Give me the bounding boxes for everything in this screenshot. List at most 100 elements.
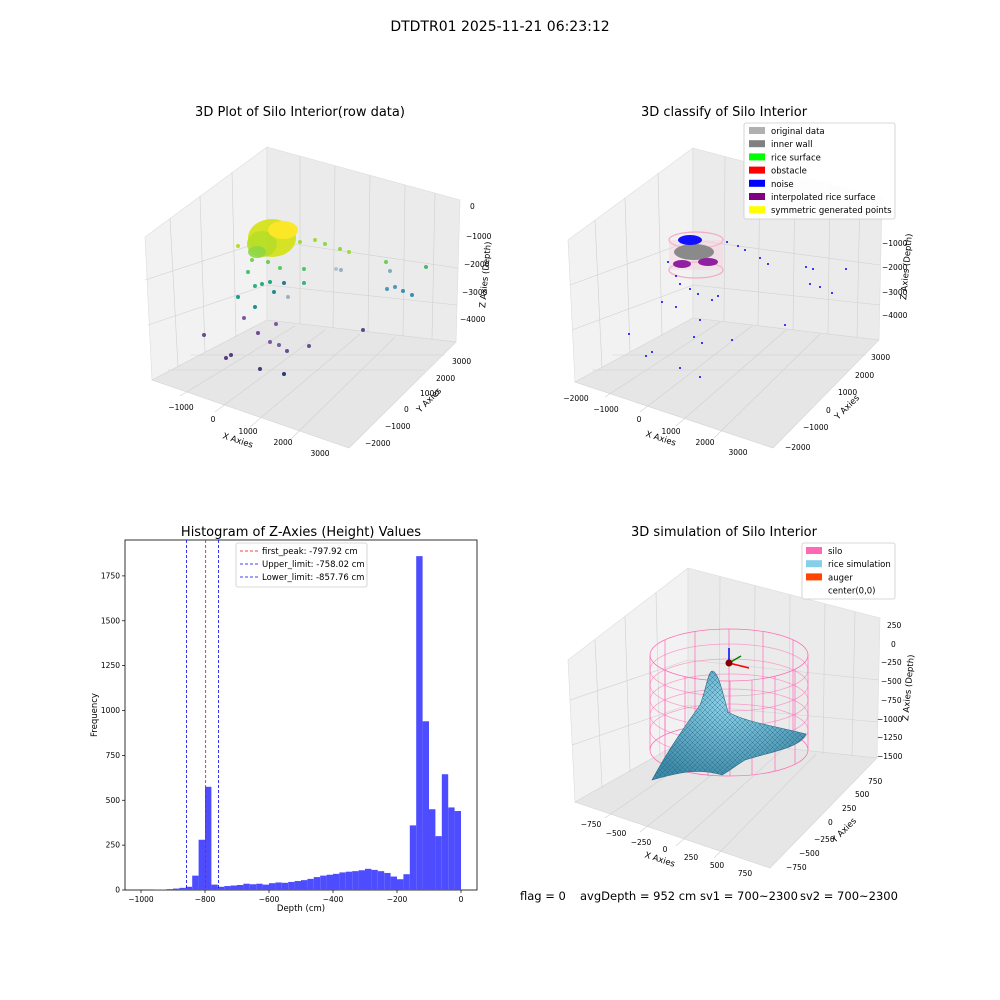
histogram-bar (237, 884, 244, 890)
histogram-vlines (186, 540, 219, 890)
histogram-bar (185, 886, 193, 890)
histogram-bar (217, 886, 225, 890)
raw-y-tick: −1000 (385, 422, 411, 431)
histogram-bar (448, 807, 455, 890)
classify-3d-title: 3D classify of Silo Interior (641, 105, 808, 120)
histogram-bar (429, 809, 436, 890)
simulation-y-tick: 750 (868, 777, 883, 786)
histogram-bars (153, 556, 461, 890)
raw-scatter-points (202, 238, 428, 376)
classify-legend-label: symmetric generated points (771, 206, 892, 216)
classify-x-tick: −1000 (593, 405, 619, 414)
classify-legend-swatch (749, 193, 765, 200)
histogram-bar (352, 871, 359, 890)
histogram-y-tick-label: 0 (115, 886, 120, 895)
histogram-bar (345, 871, 353, 890)
histogram-y-tick-label: 750 (106, 751, 121, 760)
classify-x-tick: 3000 (728, 448, 747, 457)
simulation-legend-swatch (806, 547, 822, 554)
histogram-bar (435, 836, 442, 890)
histogram-bar (320, 875, 327, 890)
simulation-legend: silo rice simulation auger center(0,0) (806, 547, 891, 597)
status-flag: flag = 0 (520, 889, 566, 903)
histogram-legend-box (235, 542, 368, 588)
histogram-bar (409, 825, 417, 890)
histogram-bar (269, 883, 276, 890)
histogram-bar (313, 877, 321, 890)
histogram-bar (377, 871, 385, 890)
histogram-legend-label: Upper_limit: -758.02 cm (262, 560, 365, 570)
histogram-x-label: Depth (cm) (277, 904, 325, 914)
classify-noise-points (628, 241, 847, 378)
histogram-x-tick-label: −200 (387, 895, 408, 904)
histogram-bar (390, 876, 397, 890)
histogram-bar (358, 870, 365, 890)
simulation-x-tick: −250 (631, 838, 652, 847)
histogram-x-ticks: −1000 −800 −600 −400 −200 0 (128, 890, 464, 904)
simulation-z-tick: 250 (887, 621, 902, 630)
histogram-bar (173, 888, 180, 890)
histogram-x-tick-label: −1000 (128, 895, 154, 904)
histogram-y-tick-label: 250 (106, 841, 121, 850)
rice-simulation-surface (651, 670, 807, 781)
status-avg-depth: avgDepth = 952 cm (580, 889, 696, 903)
histogram-bar (256, 883, 263, 890)
simulation-legend-box (801, 542, 896, 600)
simulation-y-label: Y Axies (829, 816, 859, 846)
raw-x-tick: 3000 (310, 449, 329, 458)
raw-3d-title: 3D Plot of Silo Interior(row data) (195, 105, 405, 120)
histogram-bar (422, 721, 429, 890)
classify-legend-label: rice surface (771, 153, 821, 163)
histogram-y-label: Frequency (90, 693, 100, 737)
raw-y-tick: 3000 (452, 357, 471, 366)
histogram-bar (371, 869, 378, 890)
classify-x-tick: 0 (637, 415, 642, 424)
raw-x-tick: 2000 (273, 438, 292, 447)
histogram-bar (326, 874, 333, 890)
classify-z-tick: −4000 (882, 311, 908, 320)
histogram-bar (243, 883, 250, 890)
histogram-bar (249, 884, 257, 890)
histogram-bar (365, 868, 372, 890)
simulation-x-tick: −500 (606, 829, 627, 838)
classify-y-tick: −2000 (785, 443, 811, 452)
simulation-y-tick: −750 (786, 863, 807, 872)
histogram-bar (211, 884, 218, 890)
histogram-bar (294, 881, 301, 890)
simulation-legend-swatch (806, 573, 822, 581)
histogram-bar (441, 774, 449, 890)
classify-legend-label: interpolated rice surface (771, 193, 876, 203)
histogram-title: Histogram of Z-Axies (Height) Values (181, 525, 421, 540)
simulation-legend-swatch (806, 586, 822, 594)
histogram-legend-label: Lower_limit: -857.76 cm (262, 573, 364, 583)
classify-legend-swatch (749, 166, 765, 174)
classify-z-tick: −1000 (882, 239, 908, 248)
histogram-y-tick-label: 1500 (101, 616, 120, 625)
simulation-x-tick: −750 (581, 820, 602, 829)
simulation-z-tick: −500 (881, 677, 902, 686)
panel-simulation-3d: 3D simulation of Silo Interior (567, 525, 917, 878)
simulation-y-tick: −500 (799, 849, 820, 858)
classify-y-tick: 0 (826, 406, 831, 415)
simulation-x-tick: 500 (710, 861, 725, 870)
classify-legend-label: inner wall (771, 140, 812, 150)
histogram-x-tick-label: 0 (459, 895, 464, 904)
histogram-x-tick-label: −400 (323, 895, 344, 904)
classify-legend-label: original data (771, 127, 825, 137)
auger-marker (725, 648, 750, 669)
histogram-bar (333, 873, 340, 890)
classify-legend-swatch (749, 206, 765, 214)
histogram-bar (416, 556, 423, 890)
simulation-y-tick: −250 (814, 835, 835, 844)
classify-legend-swatch (749, 179, 765, 187)
histogram-bar (339, 872, 346, 890)
histogram-bar (198, 839, 205, 890)
histogram-bar (307, 878, 314, 890)
histogram-bar (288, 881, 295, 890)
histogram-legend-label: first_peak: -797.92 cm (262, 547, 358, 557)
simulation-y-tick: 250 (842, 804, 857, 813)
histogram-y-ticks: 0 250 500 750 1000 1250 1500 1750 (101, 571, 125, 895)
histogram-bar (281, 882, 289, 890)
histogram-bar (205, 786, 212, 890)
histogram-bar (230, 885, 237, 890)
